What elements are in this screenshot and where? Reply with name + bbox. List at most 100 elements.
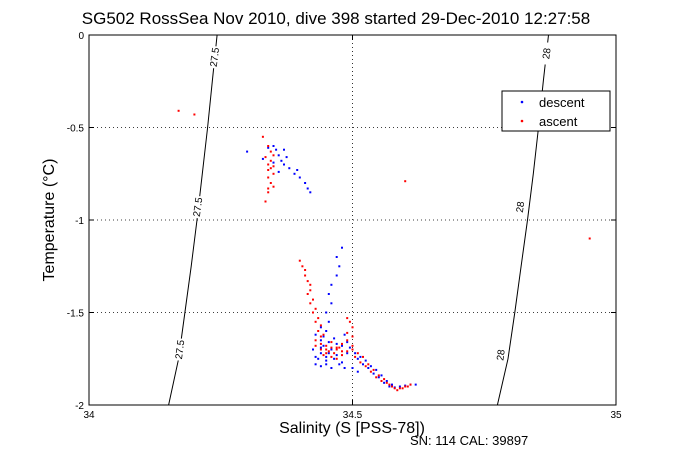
data-point-descent [319, 352, 322, 355]
contour-label: 28 [495, 348, 507, 361]
contour-label: 27.5 [174, 339, 188, 360]
data-point-ascent [330, 346, 333, 349]
data-point-ascent [325, 352, 328, 355]
data-point-descent [330, 302, 333, 305]
data-point-descent [288, 167, 291, 170]
data-point-ascent [348, 320, 351, 323]
data-point-descent [338, 363, 341, 366]
data-point-ascent [312, 298, 314, 301]
data-point-ascent [301, 265, 304, 268]
data-point-descent [325, 330, 328, 332]
data-point-descent [293, 172, 296, 175]
data-point-descent [356, 357, 359, 360]
data-point-ascent [309, 283, 312, 286]
data-point-ascent [264, 200, 267, 203]
data-point-ascent [312, 311, 314, 314]
data-point-descent [277, 170, 280, 173]
data-point-descent [348, 346, 351, 349]
data-point-ascent [306, 293, 309, 295]
data-point-descent [369, 365, 372, 368]
data-point-ascent [385, 381, 388, 384]
data-point-descent [335, 354, 338, 357]
data-point-descent [372, 372, 375, 375]
data-point-descent [277, 154, 280, 157]
data-point-ascent [269, 167, 272, 170]
data-point-ascent [367, 363, 370, 366]
data-point-descent [319, 365, 322, 368]
data-point-ascent [272, 185, 275, 188]
data-point-descent [327, 352, 330, 355]
data-point-ascent [335, 357, 338, 360]
data-point-descent [312, 348, 314, 351]
y-axis-label: Temperature (°C) [41, 159, 58, 282]
data-point-ascent [338, 346, 341, 349]
data-point-ascent [333, 352, 336, 355]
axis-ticks: 34 34.5 35 0 -0.5 -1 -1.5 -2 [67, 31, 622, 421]
legend-label-ascent: ascent [539, 114, 578, 129]
data-point-descent [333, 337, 336, 340]
data-point-ascent [341, 350, 343, 353]
data-point-ascent [398, 387, 401, 390]
data-point-ascent [325, 348, 328, 351]
data-point-ascent [364, 365, 367, 368]
data-point-descent [377, 376, 380, 379]
contour-label: 27.5 [209, 47, 223, 68]
data-point-ascent [330, 355, 333, 358]
legend-marker-ascent [520, 119, 524, 123]
contour-label: 27.5 [192, 196, 206, 217]
data-point-ascent [269, 159, 272, 162]
data-point-descent [283, 163, 285, 166]
data-point-ascent [272, 165, 275, 168]
data-point-descent [314, 355, 317, 358]
y-tick-label: -0.5 [67, 124, 85, 135]
data-point-descent [335, 256, 338, 258]
contour-label-mask [190, 195, 205, 219]
data-point-ascent [317, 330, 320, 332]
data-point-ascent [404, 385, 407, 388]
data-point-descent [306, 187, 309, 190]
data-point-ascent [309, 289, 312, 292]
data-point-descent [280, 159, 283, 162]
data-point-ascent [396, 389, 399, 392]
data-point-descent [327, 320, 330, 323]
data-point-descent [364, 359, 367, 362]
data-point-descent [283, 148, 285, 151]
data-point-descent [325, 355, 328, 358]
data-point-ascent [272, 172, 275, 175]
data-point-descent [359, 355, 362, 358]
data-point-ascent [351, 344, 354, 347]
data-point-ascent [351, 335, 354, 338]
data-point-descent [375, 368, 378, 371]
data-point-descent [298, 176, 301, 179]
y-tick-label: 0 [78, 31, 84, 42]
data-point-ascent [314, 320, 317, 323]
legend: descent ascent [501, 90, 611, 132]
data-point-descent [341, 246, 343, 249]
data-point-descent [391, 383, 393, 386]
data-point-descent [272, 145, 275, 147]
chart-title: SG502 RossSea Nov 2010, dive 398 started… [82, 9, 590, 28]
data-point-ascent [401, 387, 404, 390]
data-point-ascent [346, 339, 349, 342]
data-point-ascent [383, 378, 386, 381]
x-axis-label: Salinity (S [PSS-78]) [279, 420, 425, 437]
data-point-descent [285, 156, 288, 159]
data-point-ascent [351, 326, 354, 329]
data-point-ascent [369, 370, 372, 373]
data-point-ascent [319, 335, 322, 338]
data-point-ascent [346, 331, 349, 334]
data-point-ascent [309, 302, 312, 305]
data-point-ascent [264, 156, 267, 159]
data-point-descent [325, 311, 328, 314]
data-point-ascent [304, 274, 307, 277]
data-point-ascent [267, 169, 270, 171]
data-point-descent [330, 348, 333, 351]
data-point-descent [354, 352, 357, 355]
data-point-descent [319, 339, 322, 342]
data-point-ascent [372, 368, 375, 371]
data-point-ascent [314, 344, 317, 347]
data-point-descent [380, 374, 383, 377]
data-point-ascent [269, 182, 272, 184]
data-point-ascent [314, 307, 317, 310]
